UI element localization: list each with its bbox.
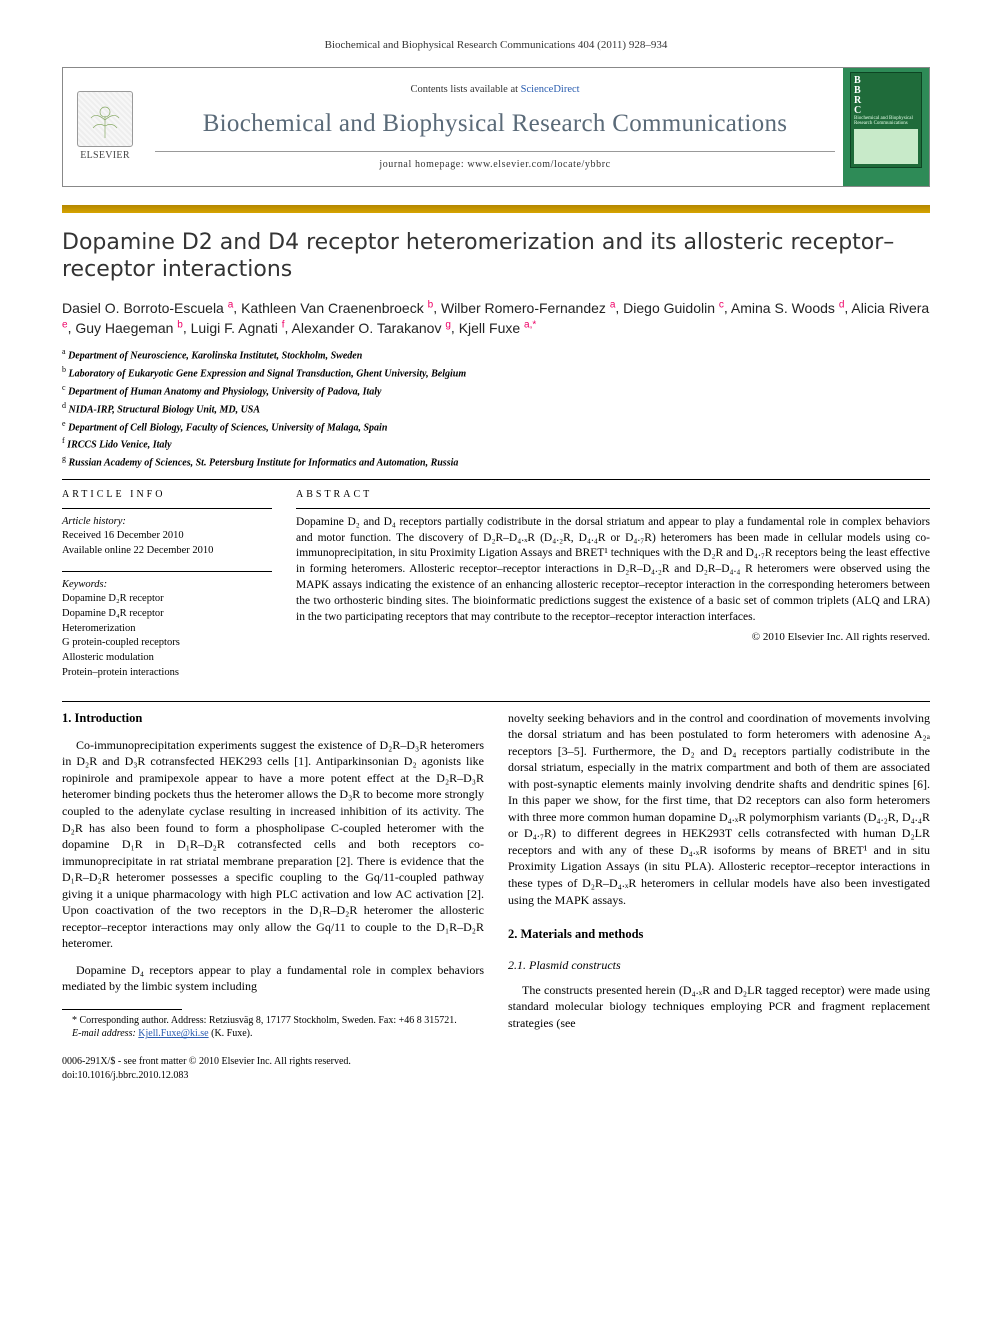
plasmid-constructs-heading: 2.1. Plasmid constructs (508, 957, 930, 974)
author: Luigi F. Agnati f (191, 320, 285, 336)
keyword: Allosteric modulation (62, 652, 154, 663)
abstract-copyright: © 2010 Elsevier Inc. All rights reserved… (296, 630, 930, 645)
affiliation: d NIDA-IRP, Structural Biology Unit, MD,… (62, 400, 930, 418)
introduction-heading: 1. Introduction (62, 710, 484, 727)
article-title: Dopamine D2 and D4 receptor heteromeriza… (62, 229, 930, 284)
journal-masthead: ELSEVIER Contents lists available at Sci… (62, 67, 930, 187)
cover-subtitle: Biochemical and Biophysical Research Com… (851, 116, 921, 127)
sciencedirect-link[interactable]: ScienceDirect (521, 84, 580, 95)
masthead-center: Contents lists available at ScienceDirec… (147, 68, 843, 186)
publisher-name: ELSEVIER (80, 149, 130, 163)
keyword: Protein–protein interactions (62, 667, 179, 678)
author: Wilber Romero-Fernandez a (441, 300, 615, 316)
section-rule-top (62, 479, 930, 480)
author: Kjell Fuxe a,* (459, 320, 537, 336)
keyword: Heteromerization (62, 623, 135, 634)
journal-cover-thumbnail: B B R C Biochemical and Biophysical Rese… (850, 72, 922, 168)
homepage-url: www.elsevier.com/locate/ybbrc (467, 159, 610, 170)
affiliation: g Russian Academy of Sciences, St. Peter… (62, 453, 930, 471)
affiliation: b Laboratory of Eukaryotic Gene Expressi… (62, 364, 930, 382)
right-column: novelty seeking behaviors and in the con… (508, 710, 930, 1083)
cover-abbrev: B B R C (851, 73, 921, 116)
cover-thumbnail-box: B B R C Biochemical and Biophysical Rese… (843, 68, 929, 186)
abstract-column: ABSTRACT Dopamine D₂ and D₄ receptors pa… (296, 488, 930, 692)
keywords-block: Keywords: Dopamine D₂R receptorDopamine … (62, 578, 272, 681)
abstract-rule (296, 508, 930, 509)
author: Guy Haegeman b (75, 320, 183, 336)
publisher-logo-box: ELSEVIER (63, 68, 147, 186)
keywords-list: Dopamine D₂R receptor Dopamine D₄R recept… (62, 593, 180, 677)
abstract-heading: ABSTRACT (296, 488, 930, 502)
history-label: Article history: (62, 516, 126, 527)
article-info-column: ARTICLE INFO Article history: Received 1… (62, 488, 272, 692)
affiliation: e Department of Cell Biology, Faculty of… (62, 418, 930, 436)
issn-line: 0006-291X/$ - see front matter © 2010 El… (62, 1055, 484, 1083)
cover-art-placeholder (854, 129, 918, 164)
intro-paragraph-2-cont: novelty seeking behaviors and in the con… (508, 710, 930, 909)
intro-paragraph-2: Dopamine D₄ receptors appear to play a f… (62, 962, 484, 995)
affiliation: c Department of Human Anatomy and Physio… (62, 382, 930, 400)
accent-bar (62, 205, 930, 213)
journal-homepage-line: journal homepage: www.elsevier.com/locat… (379, 158, 610, 172)
email-label: E-mail address: (72, 1028, 136, 1039)
article-history: Article history: Received 16 December 20… (62, 515, 272, 559)
affiliation: f IRCCS Lido Venice, Italy (62, 435, 930, 453)
online-date: Available online 22 December 2010 (62, 545, 213, 556)
body-columns: 1. Introduction Co-immunoprecipitation e… (62, 710, 930, 1083)
keyword: Dopamine D₄R receptor (62, 608, 164, 619)
keywords-rule (62, 571, 272, 572)
email-owner: (K. Fuxe). (211, 1028, 252, 1039)
affiliation: a Department of Neuroscience, Karolinska… (62, 346, 930, 364)
author: Dasiel O. Borroto-Escuela a (62, 300, 233, 316)
footnote-rule (62, 1009, 182, 1010)
corresponding-author-note: * Corresponding author. Address: Retzius… (62, 1014, 484, 1028)
keyword: Dopamine D₂R receptor (62, 593, 164, 604)
author: Diego Guidolin c (623, 300, 724, 316)
article-info-rule (62, 508, 272, 509)
materials-methods-heading: 2. Materials and methods (508, 926, 930, 943)
homepage-prefix: journal homepage: (379, 159, 467, 170)
article-info-heading: ARTICLE INFO (62, 488, 272, 502)
contents-prefix: Contents lists available at (410, 84, 520, 95)
affiliation-list: a Department of Neuroscience, Karolinska… (62, 346, 930, 471)
masthead-divider (155, 151, 835, 152)
keywords-label: Keywords: (62, 579, 107, 590)
keyword: G protein-coupled receptors (62, 637, 180, 648)
corresponding-email-link[interactable]: Kjell.Fuxe@ki.se (138, 1028, 208, 1039)
author: Alexander O. Tarakanov g (292, 320, 451, 336)
email-line: E-mail address: Kjell.Fuxe@ki.se (K. Fux… (62, 1027, 484, 1041)
article-meta-row: ARTICLE INFO Article history: Received 1… (62, 488, 930, 692)
footnotes: * Corresponding author. Address: Retzius… (62, 1014, 484, 1041)
issn-text: 0006-291X/$ - see front matter © 2010 El… (62, 1056, 351, 1067)
intro-paragraph-1: Co-immunoprecipitation experiments sugge… (62, 737, 484, 952)
author: Kathleen Van Craenenbroeck b (241, 300, 433, 316)
author-list: Dasiel O. Borroto-Escuela a, Kathleen Va… (62, 298, 930, 339)
mm-paragraph-1: The constructs presented herein (D₄.ₓR a… (508, 982, 930, 1032)
abstract-text: Dopamine D₂ and D₄ receptors partially c… (296, 515, 930, 626)
author: Amina S. Woods d (731, 300, 844, 316)
received-date: Received 16 December 2010 (62, 530, 184, 541)
citation-line: Biochemical and Biophysical Research Com… (62, 38, 930, 53)
doi-text: doi:10.1016/j.bbrc.2010.12.083 (62, 1070, 188, 1081)
journal-title: Biochemical and Biophysical Research Com… (203, 107, 788, 141)
left-column: 1. Introduction Co-immunoprecipitation e… (62, 710, 484, 1083)
contents-available-line: Contents lists available at ScienceDirec… (410, 83, 579, 97)
section-rule-bottom (62, 701, 930, 702)
elsevier-tree-icon (77, 91, 133, 147)
